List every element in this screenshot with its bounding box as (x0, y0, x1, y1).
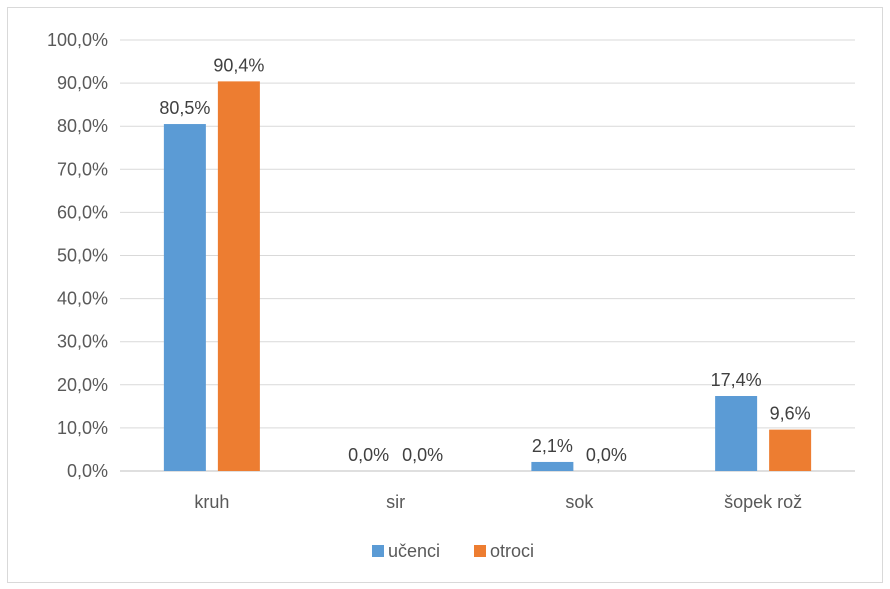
y-tick-label: 40,0% (57, 289, 108, 309)
y-axis: 0,0% 10,0% 20,0% 30,0% 40,0% 50,0% 60,0% 70,0% 8… (47, 30, 108, 481)
data-label: 9,6% (770, 404, 811, 424)
y-tick-label: 90,0% (57, 73, 108, 93)
y-tick-label: 10,0% (57, 418, 108, 438)
bar-šopek-rož-učenci (715, 396, 758, 471)
bar-kruh-učenci (163, 124, 206, 472)
bar-kruh-otroci (217, 81, 260, 471)
y-tick-label: 60,0% (57, 202, 108, 222)
legend-swatch-učenci (372, 545, 384, 557)
y-tick-label: 70,0% (57, 159, 108, 179)
data-label: 0,0% (402, 445, 443, 465)
data-label: 80,5% (159, 98, 210, 118)
y-tick-label: 30,0% (57, 332, 108, 352)
legend-label: otroci (490, 541, 534, 561)
legend-label: učenci (388, 541, 440, 561)
legend-swatch-otroci (474, 545, 486, 557)
y-tick-label: 50,0% (57, 246, 108, 266)
y-tick-label: 80,0% (57, 116, 108, 136)
chart-frame (7, 7, 883, 583)
data-label: 17,4% (711, 370, 762, 390)
bar-šopek-rož-otroci (769, 429, 812, 471)
data-label: 0,0% (348, 445, 389, 465)
data-label: 0,0% (586, 445, 627, 465)
y-tick-label: 20,0% (57, 375, 108, 395)
legend: učenci otroci (372, 541, 534, 561)
data-label: 2,1% (532, 436, 573, 456)
x-tick-label: kruh (194, 492, 229, 512)
data-label: 90,4% (213, 55, 264, 75)
bar-sok-učenci (531, 461, 574, 471)
y-tick-label: 100,0% (47, 30, 108, 50)
x-tick-label: sok (565, 492, 594, 512)
x-axis: kruh sir sok šopek rož (194, 492, 802, 512)
y-tick-label: 0,0% (67, 461, 108, 481)
x-tick-label: sir (386, 492, 405, 512)
bars: 80,5% 90,4% 0,0% 0,0% 2,1% 0,0% 17,4% 9,6% (159, 55, 812, 472)
x-tick-label: šopek rož (724, 492, 802, 512)
